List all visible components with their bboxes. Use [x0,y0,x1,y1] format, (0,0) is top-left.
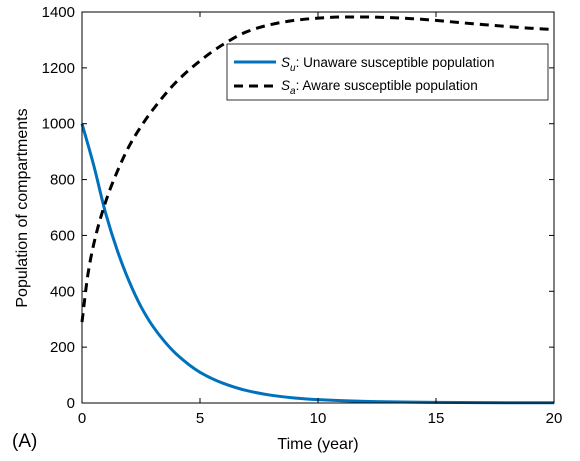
legend-subscript-aware: a [290,86,296,97]
y-tick-label: 1400 [42,4,75,21]
x-tick-label: 10 [310,410,327,427]
legend: Su: Unaware susceptible population Sa: A… [226,43,549,101]
series-line-aware [80,15,555,323]
series-line-unaware [80,123,554,405]
y-tick-label: 200 [50,339,75,356]
series-layer [80,15,555,405]
y-tick-label: 1000 [42,116,75,133]
legend-symbol-unaware: S [281,55,290,70]
legend-label-unaware: Su: Unaware susceptible population [281,55,494,74]
x-tick-label: 5 [196,410,204,427]
legend-text-aware: : Aware susceptible population [296,78,478,93]
y-tick-label: 400 [50,283,75,300]
legend-text-unaware: : Unaware susceptible population [296,55,495,70]
panel-label: (A) [12,431,37,452]
legend-box [226,43,549,101]
legend-symbol-aware: S [281,78,290,93]
x-axis-label: Time (year) [277,436,358,453]
x-tick-label: 20 [546,410,563,427]
y-tick-label: 600 [50,227,75,244]
legend-label-aware: Sa: Aware susceptible population [281,78,478,97]
y-axis-label: Population of compartments [14,108,31,307]
x-tick-label: 0 [78,410,86,427]
y-tick-label: 1200 [42,60,75,77]
legend-subscript-unaware: u [290,63,296,74]
y-tick-label: 800 [50,172,75,189]
x-tick-label: 15 [428,410,445,427]
y-tick-label: 0 [67,395,75,412]
